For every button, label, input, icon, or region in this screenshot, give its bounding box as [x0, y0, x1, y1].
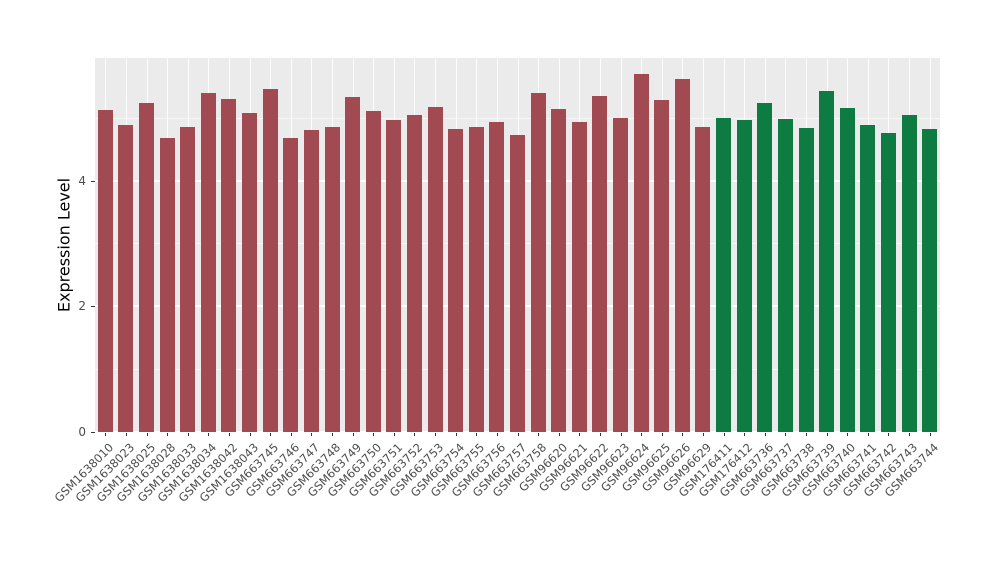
x-tick-mark	[146, 432, 148, 436]
x-tick-mark	[393, 432, 395, 436]
bar-GSM663748	[324, 126, 340, 432]
bar-GSM96621	[571, 121, 587, 432]
x-tick-mark	[373, 432, 375, 436]
y-tick-label: 4	[78, 173, 86, 188]
bar-GSM663747	[303, 130, 319, 432]
bar-GSM176412	[736, 119, 752, 432]
x-tick-mark	[311, 432, 313, 436]
x-tick-mark	[702, 432, 704, 436]
gridline-major	[95, 431, 940, 433]
x-tick-mark	[476, 432, 478, 436]
x-tick-mark	[125, 432, 127, 436]
y-tick-label: 0	[78, 425, 86, 439]
bar-GSM663751	[386, 120, 402, 432]
x-tick-mark	[228, 432, 230, 436]
x-tick-mark	[496, 432, 498, 436]
bar-GSM663746	[283, 137, 299, 432]
x-tick-mark	[455, 432, 457, 436]
x-tick-mark	[538, 432, 540, 436]
x-tick-mark	[599, 432, 601, 436]
x-tick-mark	[332, 432, 333, 436]
bar-GSM96620	[551, 108, 567, 432]
bar-GSM663736	[757, 102, 773, 432]
x-tick-mark	[806, 432, 808, 436]
x-tick-mark	[435, 432, 437, 436]
x-tick-mark	[105, 432, 107, 436]
x-tick-mark	[682, 432, 684, 436]
bar-GSM663739	[819, 91, 835, 432]
x-tick-mark	[909, 432, 911, 436]
y-tick-mark	[91, 432, 95, 433]
bar-GSM96626	[674, 78, 690, 432]
y-axis-title: Expression Level	[54, 177, 74, 313]
bar-GSM663738	[798, 128, 814, 432]
bar-GSM663744	[922, 129, 938, 432]
bar-GSM1638025	[139, 103, 155, 432]
bar-GSM663737	[777, 118, 793, 432]
bar-GSM663741	[860, 124, 876, 432]
bar-GSM1638028	[159, 138, 175, 432]
bar-GSM663743	[901, 114, 917, 432]
y-tick-label: 2	[78, 299, 86, 314]
x-tick-mark	[723, 432, 725, 436]
x-tick-mark	[826, 432, 828, 436]
x-tick-mark	[208, 432, 210, 436]
bar-GSM1638010	[97, 110, 113, 432]
bar-GSM663745	[262, 89, 278, 432]
bar-GSM663755	[468, 127, 484, 432]
bar-GSM663753	[427, 107, 443, 432]
x-tick-mark	[579, 432, 581, 436]
bar-GSM96624	[633, 73, 649, 432]
x-tick-mark	[414, 432, 416, 436]
y-tick-mark	[91, 180, 95, 182]
y-tick-mark	[91, 306, 95, 308]
bar-GSM1638043	[242, 112, 258, 432]
bar-GSM663752	[406, 114, 422, 432]
bar-GSM176411	[716, 118, 732, 432]
bar-GSM96623	[613, 117, 629, 432]
x-tick-mark	[290, 432, 292, 436]
bar-GSM663742	[880, 133, 896, 432]
bar-GSM663758	[530, 92, 546, 432]
x-tick-mark	[764, 432, 766, 436]
x-tick-mark	[785, 432, 787, 436]
x-tick-mark	[167, 432, 169, 436]
bar-GSM663757	[510, 135, 525, 432]
x-tick-mark	[620, 432, 622, 436]
x-tick-mark	[641, 432, 643, 436]
bar-GSM96622	[592, 95, 608, 432]
x-tick-mark	[867, 432, 869, 436]
bar-GSM96625	[654, 100, 670, 432]
bar-GSM663740	[839, 107, 855, 432]
bar-GSM1638034	[200, 93, 216, 432]
bar-GSM663756	[489, 122, 505, 432]
bar-GSM1638033	[180, 126, 196, 432]
x-tick-mark	[744, 432, 746, 436]
bar-GSM663750	[365, 111, 381, 432]
bar-GSM1638042	[221, 98, 237, 432]
x-tick-mark	[661, 432, 663, 436]
x-tick-mark	[558, 432, 560, 436]
plot-panel	[95, 58, 940, 433]
x-tick-mark	[517, 432, 519, 436]
x-tick-mark	[929, 432, 931, 436]
bar-GSM1638023	[118, 125, 134, 432]
bar-GSM663749	[345, 96, 361, 432]
x-tick-mark	[270, 432, 272, 436]
bar-GSM96629	[695, 126, 711, 432]
x-tick-mark	[888, 432, 890, 436]
x-tick-mark	[249, 432, 251, 436]
bar-GSM663754	[448, 129, 464, 432]
x-tick-mark	[847, 432, 849, 436]
x-tick-mark	[352, 432, 354, 436]
x-tick-mark	[187, 432, 189, 436]
